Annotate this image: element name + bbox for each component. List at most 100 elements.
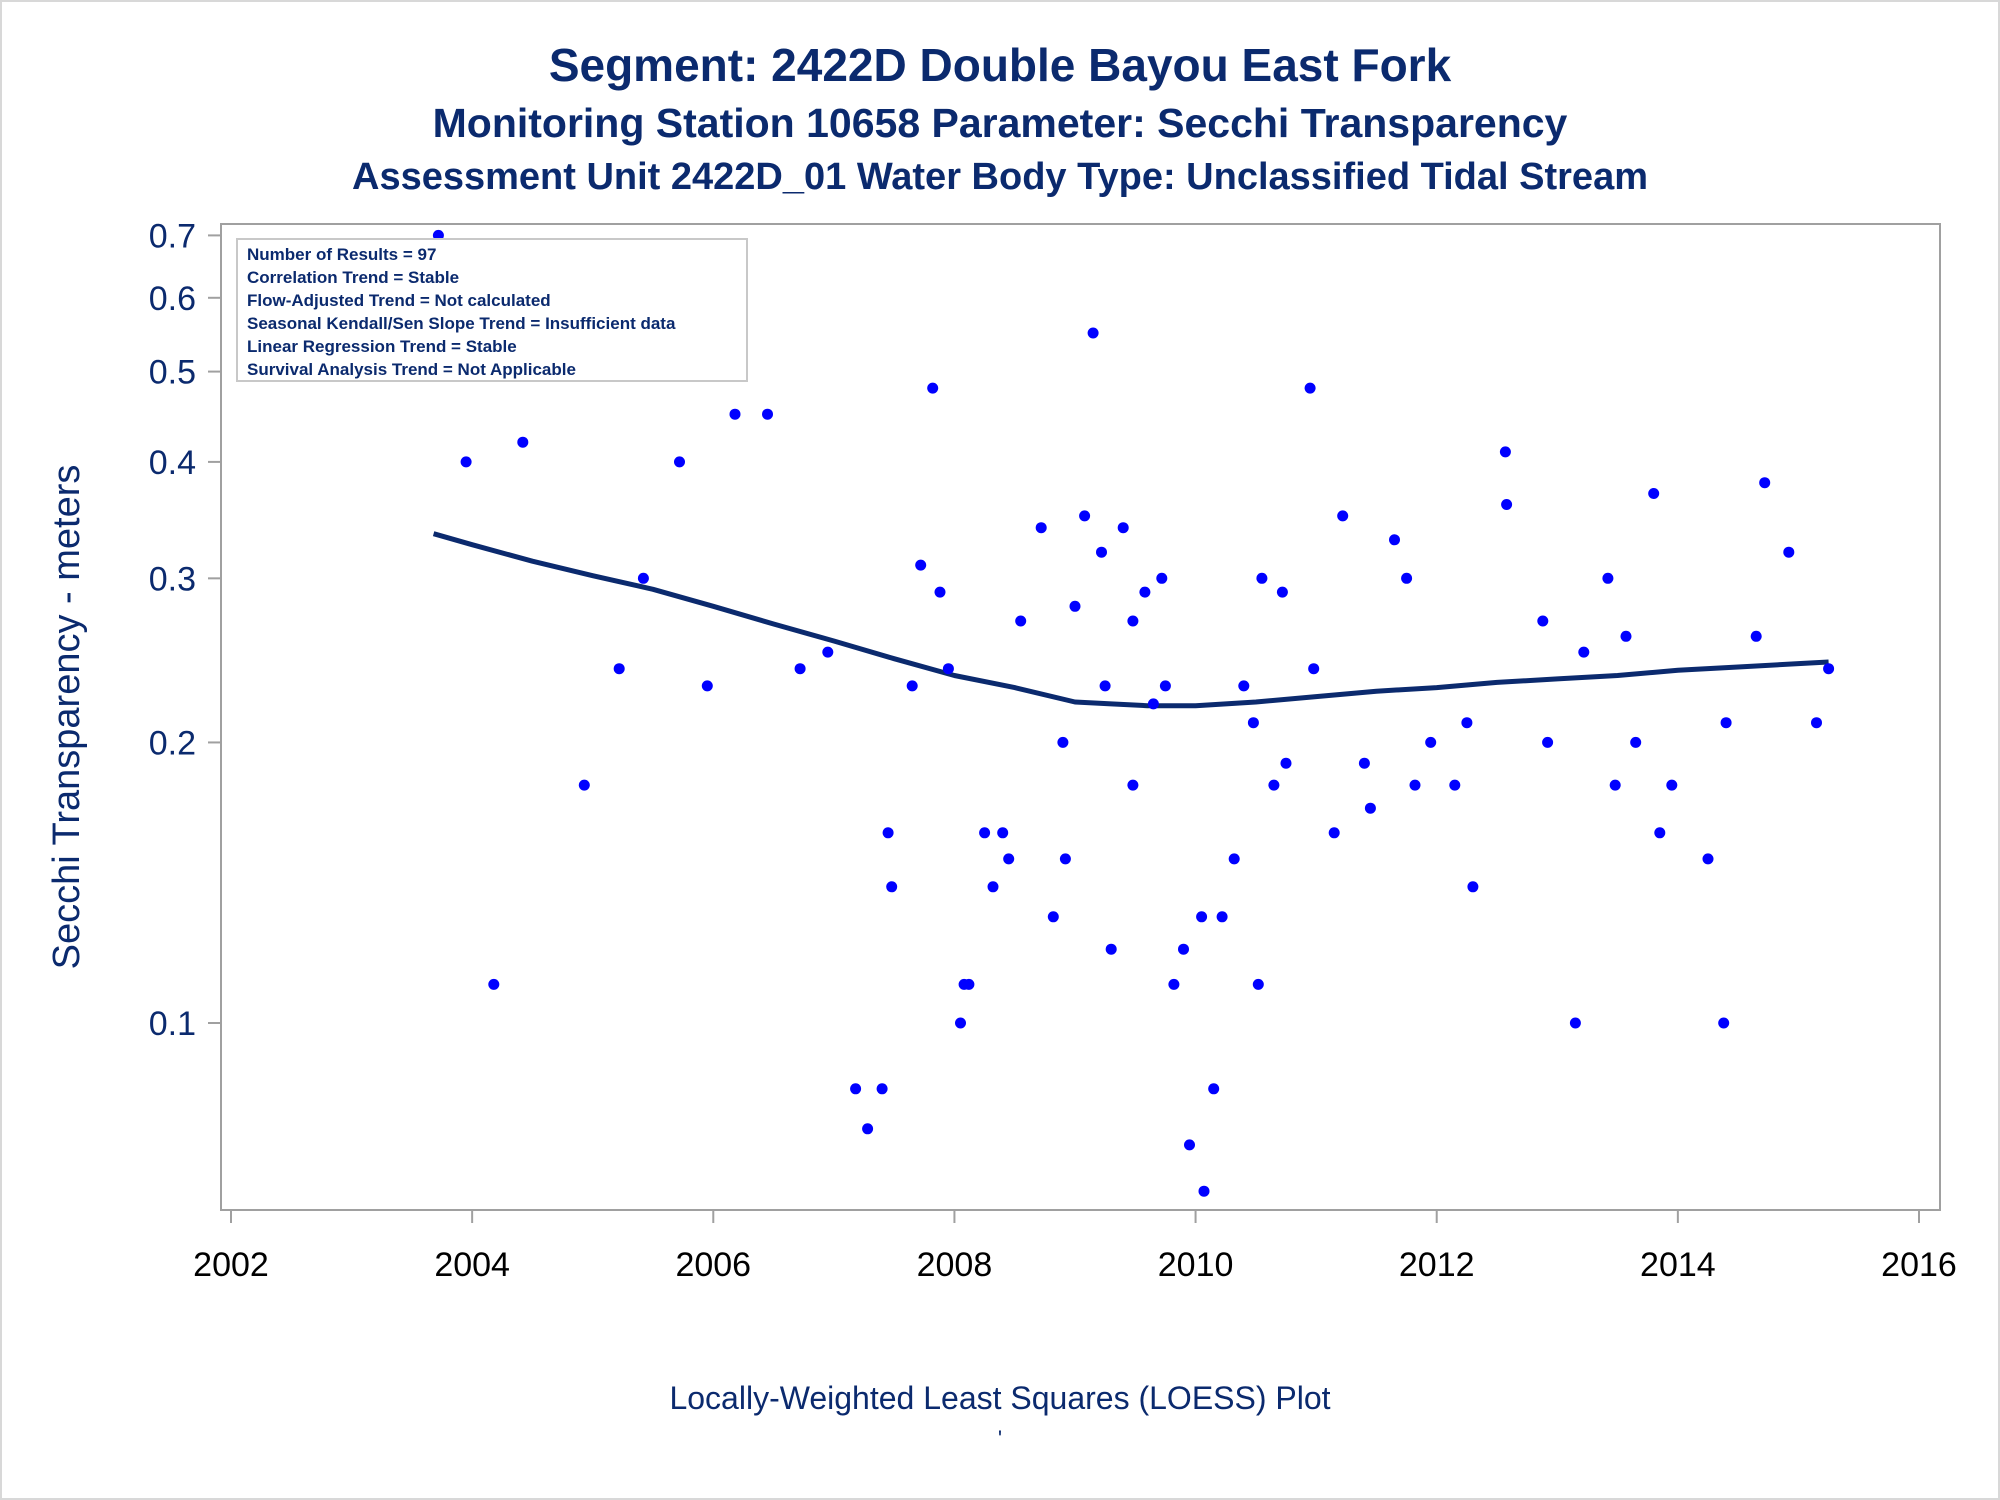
data-point (1252, 978, 1264, 990)
data-point (1358, 757, 1370, 769)
data-point (578, 779, 590, 791)
data-point (1569, 1017, 1581, 1029)
data-point (1759, 477, 1771, 489)
data-point (1099, 680, 1111, 692)
plot-caption: Locally-Weighted Least Squares (LOESS) P… (669, 1380, 1331, 1416)
data-point (915, 559, 927, 571)
footer-mark: ' (997, 1426, 1003, 1451)
data-point (1308, 663, 1320, 675)
points-group (432, 229, 1835, 1197)
data-point (1609, 779, 1621, 791)
data-point (876, 1083, 888, 1095)
data-point (882, 827, 894, 839)
data-point (1198, 1185, 1210, 1197)
data-point (1364, 802, 1376, 814)
data-point (862, 1123, 874, 1135)
data-point (822, 646, 834, 658)
data-point (1139, 586, 1151, 598)
data-point (1156, 572, 1168, 584)
data-point (1461, 717, 1473, 729)
data-point (1499, 446, 1511, 458)
data-point (1425, 736, 1437, 748)
data-point (1280, 757, 1292, 769)
legend-line: Correlation Trend = Stable (247, 268, 459, 287)
loess-group (432, 531, 1829, 709)
data-point (942, 663, 954, 675)
data-point (1196, 911, 1208, 923)
data-point (997, 827, 1009, 839)
y-tick-label: 0.4 (149, 444, 196, 482)
data-point (1059, 853, 1071, 865)
x-tick-label: 2004 (434, 1246, 510, 1284)
data-point (1337, 510, 1349, 522)
data-point (1268, 779, 1280, 791)
data-point (1228, 853, 1240, 865)
loess-line (432, 531, 1829, 709)
data-point (1216, 911, 1228, 923)
data-point (934, 586, 946, 598)
legend-line: Linear Regression Trend = Stable (247, 337, 517, 356)
data-point (1542, 736, 1554, 748)
data-point (1304, 382, 1316, 394)
data-point (1401, 572, 1413, 584)
data-point (701, 680, 713, 692)
data-point (1127, 615, 1139, 627)
data-point (1057, 736, 1069, 748)
data-point (1047, 911, 1059, 923)
trend-legend: Number of Results = 97 Correlation Trend … (236, 238, 748, 382)
data-point (762, 408, 773, 420)
x-tick-label: 2008 (917, 1246, 993, 1284)
y-tick-label: 0.3 (149, 560, 196, 598)
y-axis-label: Secchi Transparency - meters (46, 465, 88, 970)
data-point (1238, 680, 1250, 692)
data-point (987, 881, 999, 893)
chart-subtitle: Monitoring Station 10658 Parameter: Secc… (432, 100, 1568, 146)
data-point (1247, 717, 1259, 729)
data-point (1105, 943, 1117, 955)
data-point (613, 663, 625, 675)
data-point (1328, 827, 1340, 839)
x-tick-label: 2006 (675, 1246, 751, 1284)
data-point (1467, 881, 1479, 893)
data-point (729, 408, 741, 420)
plot-area (220, 223, 1941, 1211)
data-point (1208, 1083, 1220, 1095)
data-point (1096, 546, 1107, 558)
data-point (1178, 943, 1189, 955)
data-point (1537, 615, 1549, 627)
y-axis: 0.1 0.2 0.3 0.4 0.5 0.6 0.7 (149, 217, 221, 1043)
x-tick-label: 2016 (1881, 1246, 1957, 1284)
data-point (1087, 327, 1099, 339)
y-tick-label: 0.6 (149, 280, 196, 318)
data-point (1578, 646, 1590, 658)
data-point (1256, 572, 1268, 584)
data-point (794, 663, 806, 675)
data-point (1147, 698, 1159, 710)
x-axis: 2002 2004 2006 2008 2010 2012 2014 2016 (193, 1210, 1957, 1284)
y-tick-label: 0.1 (149, 1005, 196, 1043)
data-point (1079, 510, 1091, 522)
data-point (1630, 736, 1642, 748)
data-point (460, 456, 472, 468)
data-point (1184, 1139, 1195, 1151)
data-point (1648, 488, 1660, 499)
data-point (1654, 827, 1666, 839)
data-point (979, 827, 991, 839)
legend-line: Number of Results = 97 (247, 245, 436, 264)
data-point (1159, 680, 1171, 692)
data-point (850, 1083, 862, 1095)
data-point (1389, 534, 1400, 546)
y-tick-label: 0.5 (149, 354, 196, 392)
x-tick-label: 2002 (193, 1246, 269, 1284)
chart-subtitle-2: Assessment Unit 2422D_01 Water Body Type… (352, 156, 1648, 198)
data-point (1823, 663, 1835, 675)
data-point (637, 572, 649, 584)
data-point (1069, 600, 1081, 612)
data-point (1276, 586, 1288, 598)
y-tick-label: 0.7 (149, 217, 196, 255)
data-point (1117, 522, 1129, 534)
data-point (1501, 499, 1513, 510)
data-point (1449, 779, 1461, 791)
y-tick-label: 0.2 (149, 724, 196, 762)
data-point (1409, 779, 1421, 791)
